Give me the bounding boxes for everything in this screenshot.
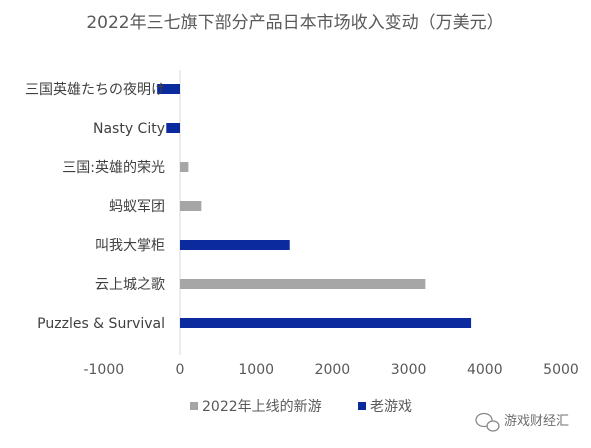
- category-label: 蚂蚁军团: [109, 199, 165, 215]
- watermark: 游戏财经汇: [475, 412, 569, 432]
- bar[interactable]: [180, 201, 202, 211]
- wechat-logo-icon: [475, 412, 500, 432]
- wechat-bubble-large: [475, 412, 493, 428]
- x-tick-label: 2000: [315, 362, 351, 378]
- x-tick-label: 1000: [238, 362, 274, 378]
- bar[interactable]: [180, 279, 426, 289]
- legend-label: 老游戏: [370, 399, 412, 415]
- bar[interactable]: [166, 123, 180, 133]
- wechat-bubble-small: [486, 420, 500, 432]
- watermark-text: 游戏财经汇: [504, 414, 569, 429]
- category-label: 三国:英雄的荣光: [62, 159, 165, 176]
- bar[interactable]: [180, 318, 472, 328]
- category-label: 三国英雄たちの夜明け: [25, 81, 165, 98]
- bar[interactable]: [180, 240, 290, 250]
- legend-label: 2022年上线的新游: [202, 399, 322, 415]
- plot-area: -1000 0 1000 2000 3000 4000 5000 三国英雄たちの夜明け Nast…: [25, 70, 579, 378]
- category-label: 叫我大掌柜: [95, 238, 165, 254]
- legend: 2022年上线的新游 老游戏: [190, 399, 412, 415]
- x-tick-label: 0: [176, 362, 185, 378]
- chart-title: 2022年三七旗下部分产品日本市场收入变动（万美元）: [86, 13, 503, 33]
- legend-swatch: [190, 402, 198, 410]
- bar[interactable]: [157, 84, 180, 94]
- category-label: 云上城之歌: [95, 277, 165, 293]
- x-tick-label: 5000: [543, 362, 579, 378]
- category-label: Puzzles & Survival: [37, 316, 165, 332]
- legend-swatch: [358, 402, 366, 410]
- bar[interactable]: [180, 162, 189, 172]
- x-tick-label: 3000: [391, 362, 427, 378]
- x-tick-label: 4000: [467, 362, 503, 378]
- category-label: Nasty City: [93, 121, 165, 137]
- x-tick-label: -1000: [83, 362, 124, 378]
